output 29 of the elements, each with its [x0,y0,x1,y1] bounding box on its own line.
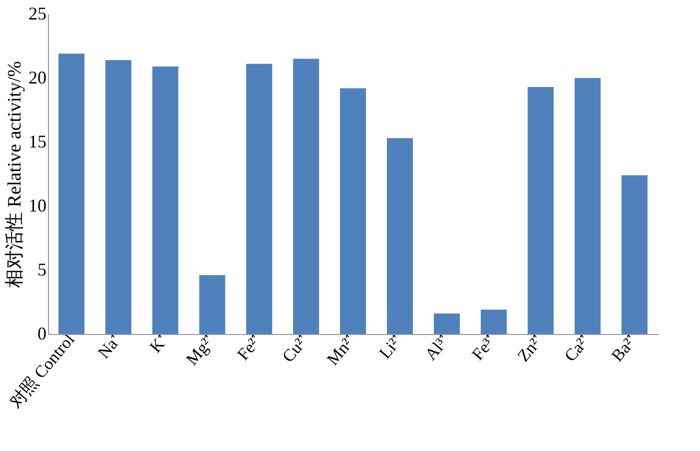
y-axis-title: 相对活性 Relative activity/% [4,60,26,288]
x-tick-label: Fe²⁺ [233,330,266,364]
y-tick-label: 20 [28,68,46,88]
x-tick-label: Fe³⁺ [468,330,501,364]
y-tick-label: 25 [28,4,46,24]
x-tick-label: Li²⁺ [375,330,407,362]
bar [105,60,132,334]
bar [528,86,554,334]
bar [340,88,366,334]
bar [246,64,272,334]
x-tick-label: Al³⁺ [421,330,454,364]
bar [58,54,84,334]
bar [199,275,226,334]
x-tick-label: Ca²⁺ [560,330,595,366]
bar [480,310,507,334]
y-tick-label: 5 [38,260,46,280]
bar [574,78,601,334]
bar [434,314,460,334]
bar [622,175,648,334]
x-tick-label: Ba²⁺ [608,330,642,366]
bar [386,138,413,334]
x-tick-label: Na⁺ [94,330,126,362]
x-tick-label: K⁺ [146,330,172,356]
bar [293,58,320,334]
y-tick-label: 15 [28,132,46,152]
x-tick-label: Cu²⁺ [278,330,313,366]
y-tick-label: 10 [28,196,46,216]
x-tick-label: Zn²⁺ [514,330,548,366]
bar [152,66,178,334]
